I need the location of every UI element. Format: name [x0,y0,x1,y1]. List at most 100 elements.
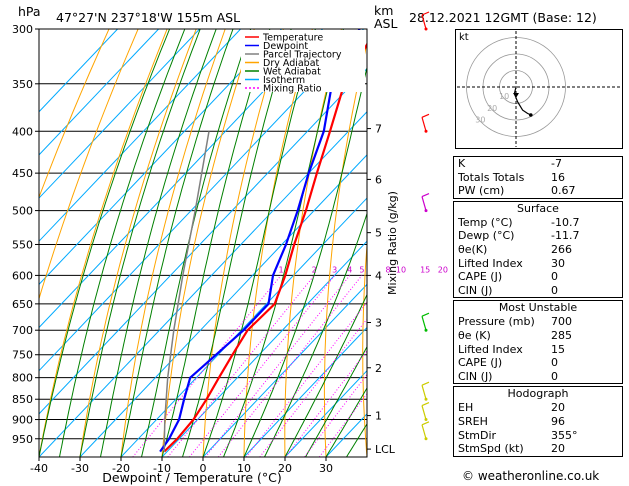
table-row: PW (cm) 0.67 [454,184,622,198]
row-label: StmSpd (kt) [458,442,524,456]
pressure-tick-label: 500 [12,205,33,218]
pressure-tick-label: 400 [12,125,33,138]
dry-adiabat-line [39,29,168,457]
wet-adiabat-line [305,345,367,457]
x-tick-label: 20 [278,462,292,475]
isotherm-line [39,29,200,199]
row-value: 0 [551,283,558,297]
wet-adiabat-line [120,29,234,457]
row-label: CIN (J) [458,283,493,297]
row-label: CAPE (J) [458,356,503,370]
most-unstable-box: Most Unstable Pressure (mb) 700 θe (K) 285 L… [453,300,623,385]
row-value: 0 [551,356,558,370]
row-value: 266 [551,242,572,256]
legend-box [241,30,365,92]
pressure-tick-label: 750 [12,349,33,362]
row-label: Temp (°C) [458,215,513,229]
legend-item: Dry Adiabat [263,58,320,69]
row-value: 30 [551,256,565,270]
row-value: -11.7 [551,229,580,243]
x-tick-label: -30 [71,462,89,475]
wet-adiabat-line [346,423,367,457]
row-value: 15 [551,342,565,356]
mixing-ratio-line [303,373,367,457]
wind-barb [421,401,430,422]
hodograph-ring-label: 10 [499,92,509,101]
table-row: K -7 [454,157,622,171]
skewt-chart: 12345810152025 3003504004505005506006507… [12,11,452,485]
series-dewpoint [159,29,361,453]
isotherm-line [39,29,323,329]
wet-adiabat-line [59,29,186,457]
dry-adiabat-line [39,29,110,199]
mixing-ratio-line [189,275,336,457]
asl-axis-title: ASL [374,16,398,31]
row-value: 285 [551,328,572,342]
pressure-tick-label: 950 [12,433,33,446]
mixing-ratio-line [285,349,367,457]
table-row: EH 20 [454,401,622,415]
table-row: Pressure (mb) 700 [454,315,622,329]
km-tick-label: 3 [375,317,382,330]
row-value: 16 [551,170,565,184]
isotherm-line [202,283,367,457]
isotherm-line [161,240,367,457]
isotherm-line [39,29,118,113]
row-label: Totals Totals [458,170,525,184]
x-tick-label: -40 [30,462,48,475]
dry-adiabat-line [202,29,284,457]
dry-adiabat-line [436,29,452,457]
mixing-ratio-label: 20 [438,265,448,274]
row-value: 0.67 [551,184,576,198]
wet-adiabat-line [325,387,367,457]
wind-barb [421,381,430,401]
row-label: θe (K) [458,328,491,342]
isotherm-line [39,111,367,457]
wet-adiabat-line [243,65,367,457]
pressure-tick-label: 650 [12,298,33,311]
table-row: Lifted Index 30 [454,257,622,271]
km-axis-title: km [374,3,394,18]
row-label: Lifted Index [458,342,523,356]
table-row: CAPE (J) 0 [454,356,622,370]
x-tick-label: 10 [237,462,251,475]
wet-adiabat-line [39,29,171,457]
pressure-tick-label: 700 [12,324,33,337]
row-value: -7 [551,157,562,170]
wet-adiabat-line [161,29,271,457]
mixing-ratio-label: 2 [312,265,317,274]
isotherm-line [39,29,241,242]
table-row: StmSpd (kt) 20 [454,442,622,456]
most-unstable-title: Most Unstable [498,301,578,315]
isotherm-line [39,67,367,415]
row-label: Pressure (mb) [458,315,535,329]
datetime-title: 28.12.2021 12GMT (Base: 12) [409,10,597,25]
x-tick-label: 0 [200,462,207,475]
dry-adiabat-line [120,29,226,457]
row-label: StmDir [458,428,497,442]
mixing-ratio-label: 5 [359,265,364,274]
row-label: EH [458,401,474,415]
table-row: StmDir 355° [454,429,622,443]
row-value: -10.7 [551,215,580,229]
legend-item: Wet Adiabat [263,67,321,78]
pressure-tick-label: 800 [12,372,33,385]
mixing-ratio-label: 10 [396,265,406,274]
mixing-ratio-line [318,392,367,457]
isotherm-line [39,29,282,286]
km-tick-label: 2 [375,362,382,375]
km-tick-label: 4 [375,269,382,282]
mixing-ratio-label: 4 [347,265,352,274]
row-label: Lifted Index [458,256,523,270]
row-value: 20 [551,401,565,415]
x-tick-label: -10 [153,462,171,475]
row-label: CAPE (J) [458,270,503,284]
table-row: CIN (J) 0 [454,370,622,384]
mixing-ratio-label: 15 [420,265,430,274]
row-value: 700 [551,315,572,329]
dry-adiabat-line [362,239,367,457]
wet-adiabat-line [182,29,292,457]
sounding-table: K -7 Totals Totals 16 PW (cm) 0.67 Surface Te… [453,156,623,457]
table-row: Dewp (°C) -11.7 [454,229,622,243]
